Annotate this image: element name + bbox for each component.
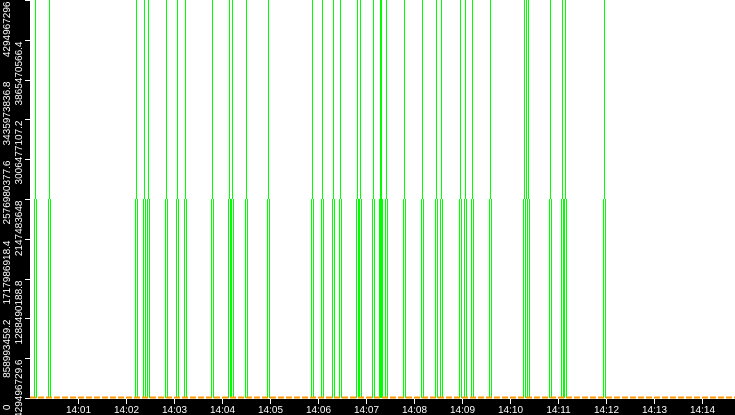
x-tick-label: 14:13	[642, 405, 667, 415]
spike	[549, 0, 552, 398]
spike	[464, 0, 467, 398]
spike	[403, 0, 406, 398]
spike	[321, 0, 324, 398]
y-tick-label: 429496729.6	[14, 359, 25, 415]
x-tick-label: 14:10	[498, 405, 523, 415]
spike	[440, 0, 443, 398]
x-tick-label: 14:01	[66, 405, 91, 415]
spike	[489, 0, 492, 398]
spike	[165, 0, 168, 398]
spike	[459, 0, 462, 398]
spike	[421, 0, 424, 398]
spike	[311, 0, 314, 398]
y-axis: 0 429496729.6858993459.21288490188.817179…	[2, 0, 30, 415]
spike	[380, 0, 383, 398]
spike-series	[34, 0, 606, 398]
x-tick-label: 14:11	[546, 405, 571, 415]
spike	[48, 0, 51, 398]
spike	[228, 0, 231, 398]
x-tick-label: 14:06	[306, 405, 331, 415]
spike	[143, 0, 146, 398]
spike	[603, 0, 606, 398]
spike	[435, 0, 438, 398]
spike	[561, 0, 564, 398]
spike	[147, 0, 150, 398]
x-tick-label: 14:12	[594, 405, 619, 415]
y-tick-label: 3865470566.4	[14, 41, 25, 105]
x-tick-label: 14:09	[450, 405, 475, 415]
spike	[339, 0, 342, 398]
spike	[356, 0, 359, 398]
y-tick-label: 4294967296	[2, 1, 13, 57]
spike	[245, 0, 248, 398]
spike	[385, 0, 388, 398]
y-tick-label: 2147483648	[14, 200, 25, 256]
spike	[372, 0, 375, 398]
x-tick-label: 14:05	[258, 405, 283, 415]
spike	[34, 0, 37, 398]
spike	[359, 0, 362, 398]
x-tick-label: 14:08	[402, 405, 427, 415]
x-tick-label: 14:02	[114, 405, 139, 415]
spike	[267, 0, 270, 398]
spike	[211, 0, 214, 398]
spike	[231, 0, 234, 398]
spike	[184, 0, 187, 398]
y-tick-label: 1288490188.8	[14, 280, 25, 344]
spike	[135, 0, 138, 398]
y-tick-label: 3435973836.8	[2, 81, 13, 145]
x-tick-label: 14:07	[354, 405, 379, 415]
spike	[527, 0, 530, 398]
spike	[564, 0, 567, 398]
y-tick-label: 858993459.2	[2, 319, 13, 378]
spike	[176, 0, 179, 398]
spike	[379, 0, 382, 398]
y-tick-label: 1717986918.4	[2, 240, 13, 304]
x-tick-label: 14:04	[210, 405, 235, 415]
y-tick-label: 2576980377.6	[2, 160, 13, 224]
x-tick-label: 14:14	[690, 405, 715, 415]
y-tick-label: 3006477107.2	[14, 120, 25, 184]
spike	[332, 0, 335, 398]
x-tick-label: 14:03	[162, 405, 187, 415]
y-tick-label: 0	[2, 404, 13, 410]
spike	[471, 0, 474, 398]
x-axis: 14:01 14:02 14:03 14:04 14:05 14:06 14:07 14:08…	[66, 399, 715, 415]
